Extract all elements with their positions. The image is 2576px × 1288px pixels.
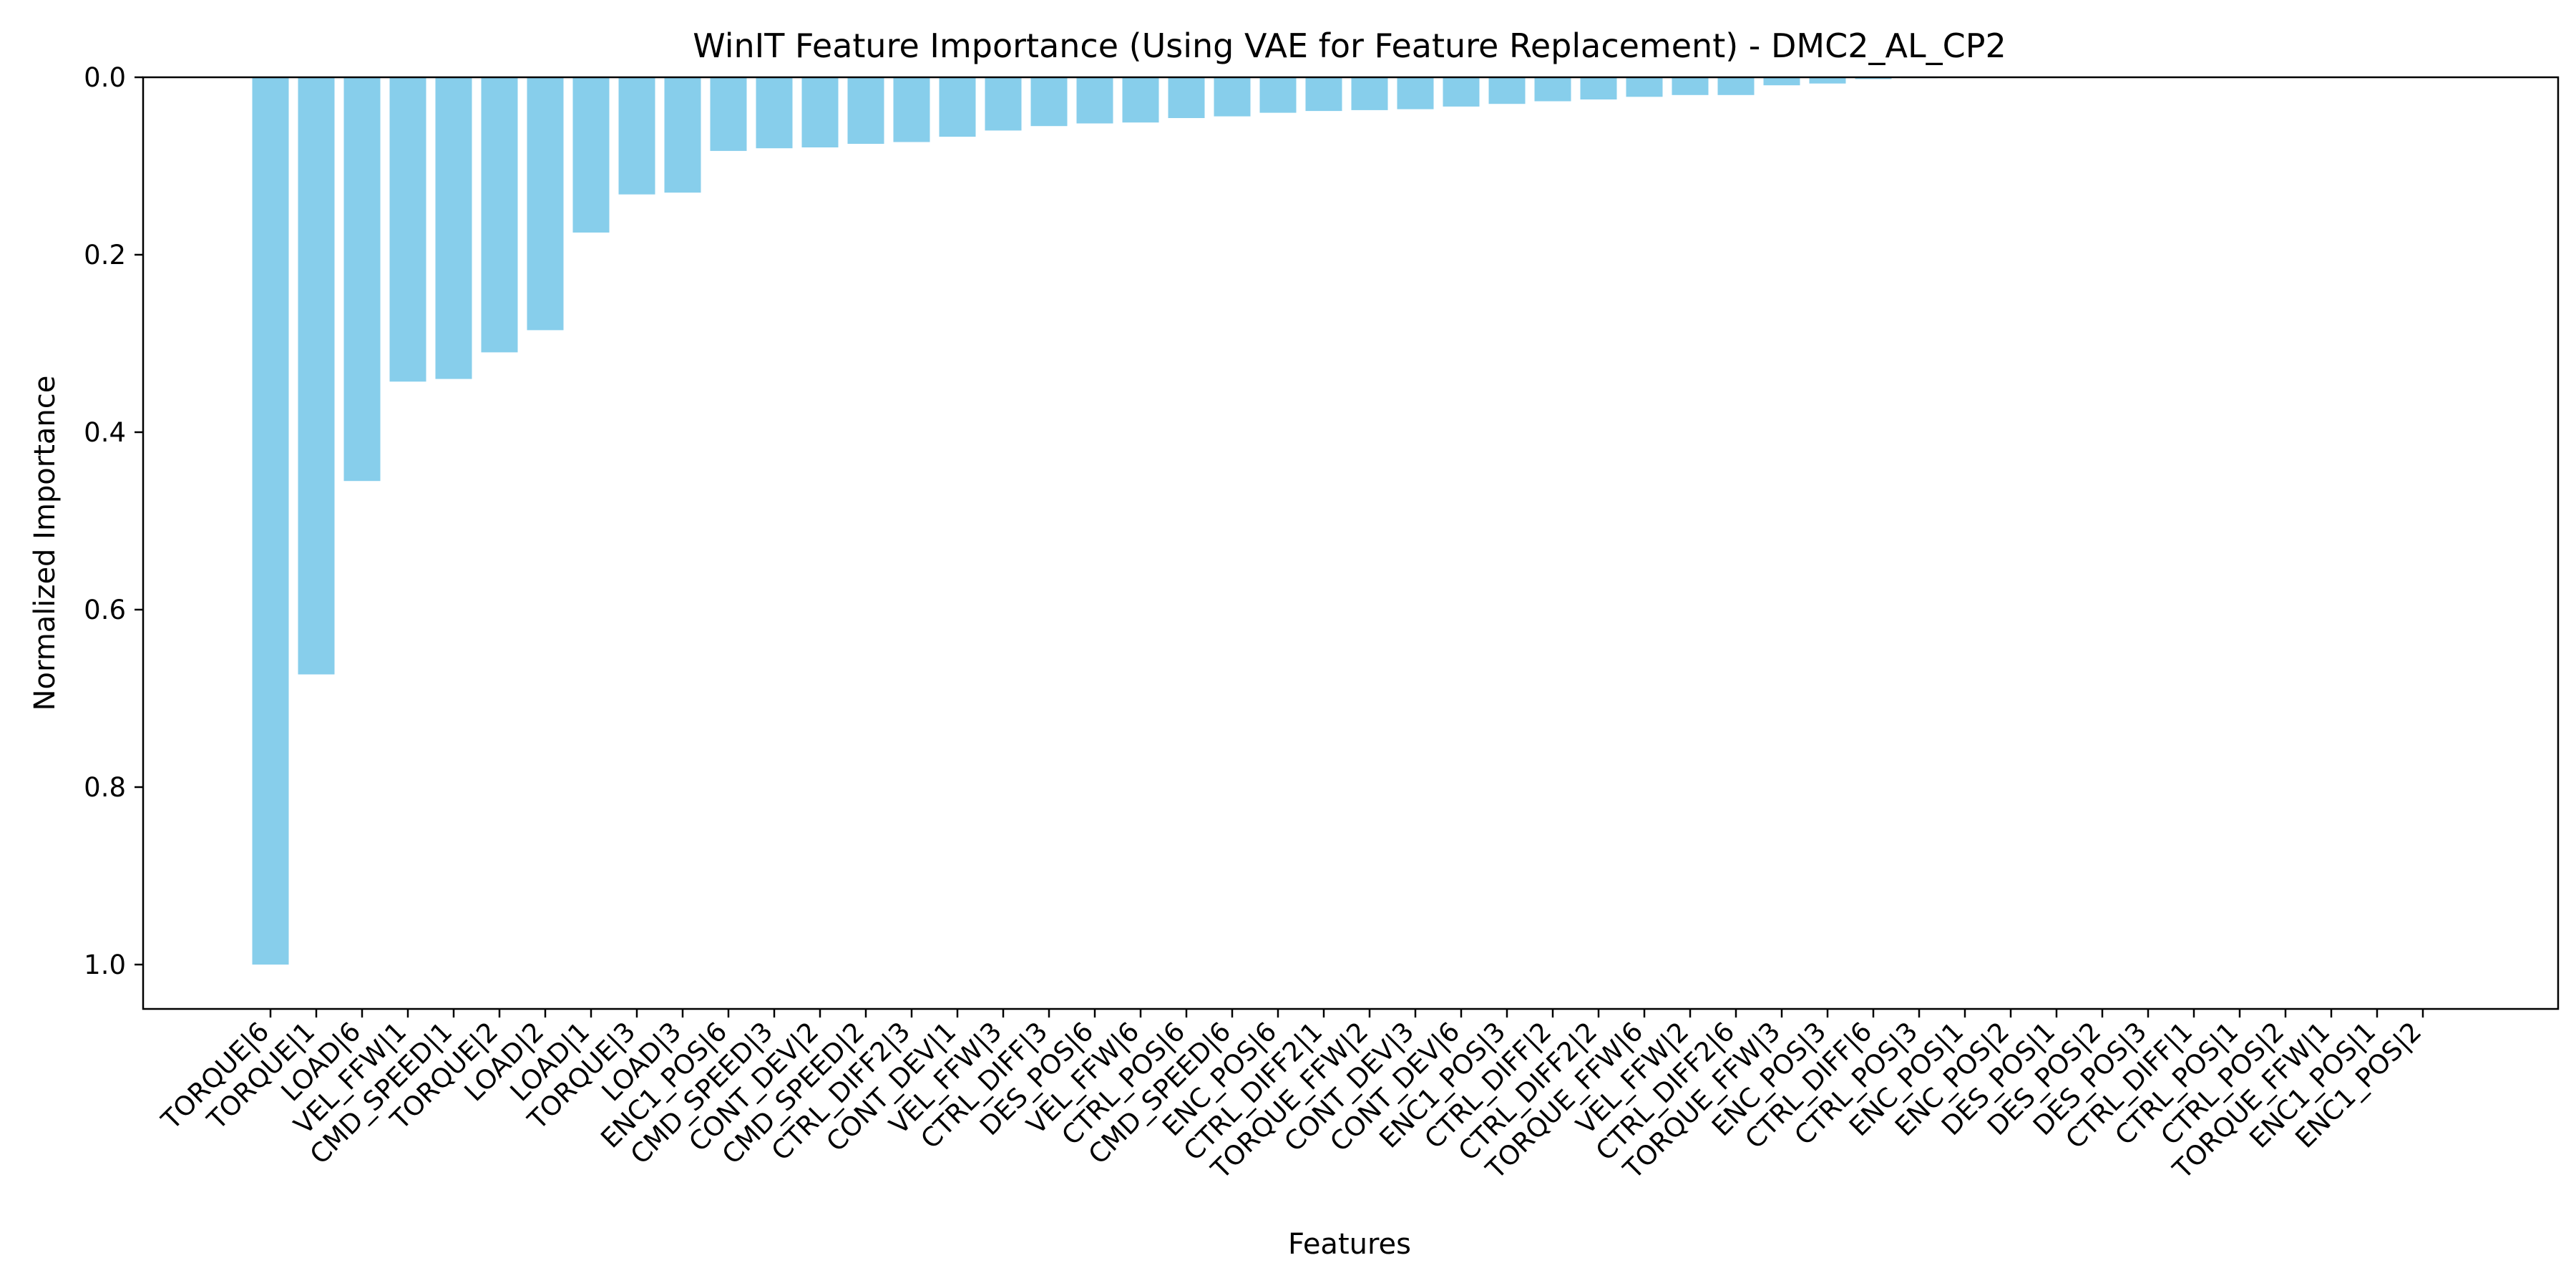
y-axis: 0.0 0.2 0.4 0.6 0.8 1.0 (84, 62, 143, 980)
bar (618, 77, 655, 195)
bar (389, 77, 426, 382)
bar (343, 77, 381, 482)
bar (710, 77, 747, 151)
bar (572, 77, 610, 233)
bar (1809, 77, 1846, 84)
bar (1443, 77, 1480, 107)
bar (527, 77, 564, 331)
bar (756, 77, 793, 149)
y-tick-label: 0.2 (84, 240, 126, 270)
bar (1397, 77, 1434, 109)
bar (1534, 77, 1571, 102)
bar (1076, 77, 1113, 124)
y-tick-label: 1.0 (84, 950, 126, 980)
bar (1580, 77, 1617, 99)
bar (1763, 77, 1800, 86)
bar (1214, 77, 1251, 117)
bar (939, 77, 976, 137)
plot-frame (142, 76, 2560, 1010)
bar (801, 77, 839, 147)
bar (1305, 77, 1342, 112)
bar (1672, 77, 1709, 95)
y-tick-label: 0.8 (84, 772, 126, 803)
y-tick-label: 0.0 (84, 62, 126, 93)
bar (481, 77, 518, 353)
bar (252, 77, 289, 965)
bars-group (252, 77, 1938, 965)
bar (985, 77, 1022, 131)
y-tick-label: 0.6 (84, 595, 126, 625)
bar (847, 77, 884, 144)
bar (664, 77, 701, 193)
y-tick-label: 0.4 (84, 417, 126, 448)
bar (1259, 77, 1297, 113)
bar (1168, 77, 1205, 118)
bar (1626, 77, 1663, 97)
x-axis: TORQUE|6TORQUE|1LOAD|6VEL_FFW|1CMD_SPEED… (155, 1009, 2427, 1186)
bar (435, 77, 472, 379)
bar (1717, 77, 1755, 95)
bar (298, 77, 335, 675)
bar (893, 77, 930, 142)
bar (1488, 77, 1526, 104)
x-axis-label: Features (1288, 1228, 1411, 1261)
chart-title: WinIT Feature Importance (Using VAE for … (693, 26, 2006, 65)
bar (1351, 77, 1388, 110)
bar (1030, 77, 1068, 127)
y-axis-label: Normalized Importance (29, 376, 62, 711)
bar (1122, 77, 1159, 123)
